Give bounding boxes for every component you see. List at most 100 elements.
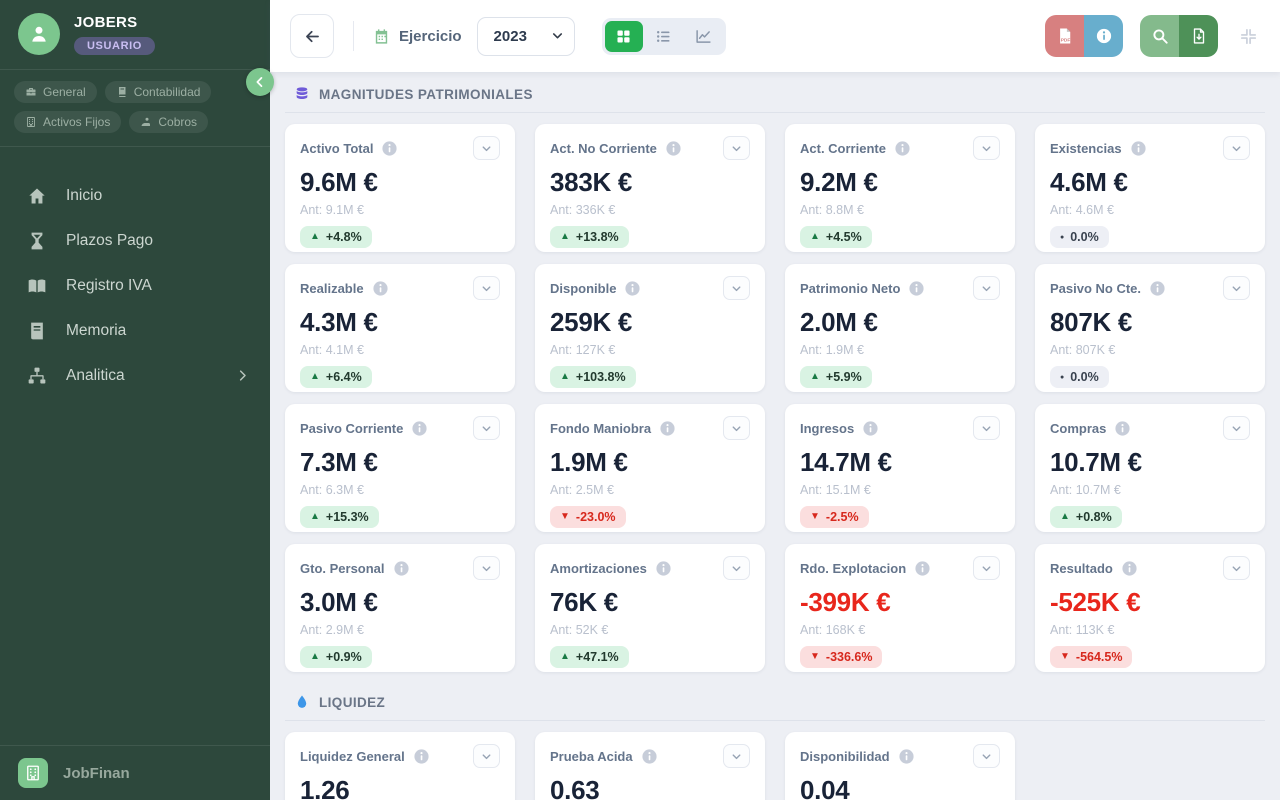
info-button[interactable] [1084, 15, 1123, 57]
card-menu-button[interactable] [473, 276, 500, 300]
info-icon[interactable] [1149, 280, 1166, 297]
info-icon[interactable] [641, 748, 658, 765]
sidebar-item-analitica[interactable]: Analitica [0, 353, 270, 398]
card-menu-button[interactable] [1223, 276, 1250, 300]
info-icon[interactable] [1130, 140, 1147, 157]
info-icon[interactable] [914, 560, 931, 577]
card-menu-button[interactable] [723, 744, 750, 768]
card-menu-button[interactable] [973, 136, 1000, 160]
info-icon[interactable] [908, 280, 925, 297]
info-icon[interactable] [898, 748, 915, 765]
sidebar-item-registro-iva[interactable]: Registro IVA [0, 263, 270, 308]
view-list-button[interactable] [645, 21, 683, 52]
module-tag-activos-fijos[interactable]: Activos Fijos [14, 111, 122, 133]
card-menu-button[interactable] [473, 136, 500, 160]
card-header: Prueba Acida [550, 744, 750, 768]
svg-text:PDF: PDF [1060, 38, 1070, 44]
nav-label: Inicio [66, 186, 103, 204]
info-icon[interactable] [381, 140, 398, 157]
compress-button[interactable] [1239, 27, 1258, 46]
module-tag-general[interactable]: General [14, 81, 97, 103]
delta-badge: ● 0.0% [1050, 226, 1109, 248]
sidebar-collapse-button[interactable] [246, 68, 274, 96]
info-icon[interactable] [665, 140, 682, 157]
view-grid-button[interactable] [604, 20, 643, 52]
card-menu-button[interactable] [1223, 556, 1250, 580]
delta-badge: ▲ +4.5% [800, 226, 872, 248]
card-menu-button[interactable] [723, 136, 750, 160]
info-icon[interactable] [411, 420, 428, 437]
sidebar-divider [0, 69, 270, 70]
card-header: Pasivo No Cte. [1050, 276, 1250, 300]
card-title: Pasivo Corriente [300, 420, 404, 436]
delta-up-icon: ▲ [310, 511, 320, 522]
year-select[interactable]: 2023 [476, 16, 575, 56]
card-title: Activo Total [300, 140, 374, 156]
card-title: Pasivo No Cte. [1050, 280, 1142, 296]
hourglass-icon [27, 231, 47, 251]
module-tag-cobros[interactable]: Cobros [129, 111, 209, 133]
kpi-card-realizable: Realizable 4.3M € Ant: 4.1M € ▲ +6.4% [285, 264, 515, 392]
card-header: Fondo Maniobra [550, 416, 750, 440]
delta-text: -336.6% [825, 650, 873, 664]
card-menu-button[interactable] [473, 556, 500, 580]
card-value: 4.6M € [1050, 167, 1128, 197]
kpi-card-disponible: Disponible 259K € Ant: 127K € ▲ +103.8% [535, 264, 765, 392]
kpi-card-patrimonio-neto: Patrimonio Neto 2.0M € Ant: 1.9M € ▲ +5.… [785, 264, 1015, 392]
card-menu-button[interactable] [973, 744, 1000, 768]
card-menu-button[interactable] [973, 276, 1000, 300]
card-value: 76K € [550, 587, 618, 617]
export-pdf-button[interactable]: PDF [1045, 15, 1084, 57]
user-profile: JOBERS USUARIO [0, 0, 270, 69]
card-menu-button[interactable] [473, 744, 500, 768]
section-header-liquidez: LIQUIDEZ [285, 680, 1265, 721]
card-menu-button[interactable] [723, 276, 750, 300]
chevron-down-icon [1230, 422, 1243, 435]
card-menu-button[interactable] [973, 556, 1000, 580]
kpi-card-resultado: Resultado -525K € Ant: 113K € ▼ -564.5% [1035, 544, 1265, 672]
file-pdf-icon: PDF [1056, 27, 1074, 45]
delta-badge: ▲ +4.8% [300, 226, 372, 248]
card-menu-button[interactable] [473, 416, 500, 440]
tag-label: Contabilidad [133, 85, 201, 99]
sidebar-item-plazos-pago[interactable]: Plazos Pago [0, 218, 270, 263]
info-icon[interactable] [1114, 420, 1131, 437]
info-icon[interactable] [894, 140, 911, 157]
card-title: Prueba Acida [550, 748, 633, 764]
card-title: Act. Corriente [800, 140, 886, 156]
view-chart-button[interactable] [685, 21, 723, 52]
info-icon[interactable] [1121, 560, 1138, 577]
delta-text: 0.0% [1070, 230, 1099, 244]
card-menu-button[interactable] [723, 556, 750, 580]
sidebar-item-memoria[interactable]: Memoria [0, 308, 270, 353]
delta-down-icon: ▼ [810, 651, 820, 662]
module-tag-contabilidad[interactable]: Contabilidad [104, 81, 212, 103]
delta-badge: ▲ +15.3% [300, 506, 379, 528]
card-menu-button[interactable] [723, 416, 750, 440]
section-title: MAGNITUDES PATRIMONIALES [319, 86, 533, 102]
info-icon[interactable] [413, 748, 430, 765]
building-icon [25, 116, 37, 128]
info-icon[interactable] [655, 560, 672, 577]
brand-footer[interactable]: JobFinan [0, 745, 270, 800]
back-button[interactable] [290, 14, 334, 58]
sidebar-item-inicio[interactable]: Inicio [0, 173, 270, 218]
chevron-down-icon [980, 750, 993, 763]
compress-icon [1239, 27, 1258, 46]
search-button[interactable] [1140, 15, 1179, 57]
card-value: 1.9M € [550, 447, 628, 477]
info-icon[interactable] [372, 280, 389, 297]
info-icon[interactable] [624, 280, 641, 297]
card-menu-button[interactable] [1223, 136, 1250, 160]
info-icon[interactable] [393, 560, 410, 577]
module-tags: General Contabilidad Activos Fijos Cobros [0, 70, 270, 146]
info-icon[interactable] [862, 420, 879, 437]
coins-stack-icon [294, 86, 310, 102]
info-icon[interactable] [659, 420, 676, 437]
export-file-button[interactable] [1179, 15, 1218, 57]
card-menu-button[interactable] [973, 416, 1000, 440]
chevron-down-icon [730, 750, 743, 763]
card-menu-button[interactable] [1223, 416, 1250, 440]
chevron-down-icon [730, 422, 743, 435]
